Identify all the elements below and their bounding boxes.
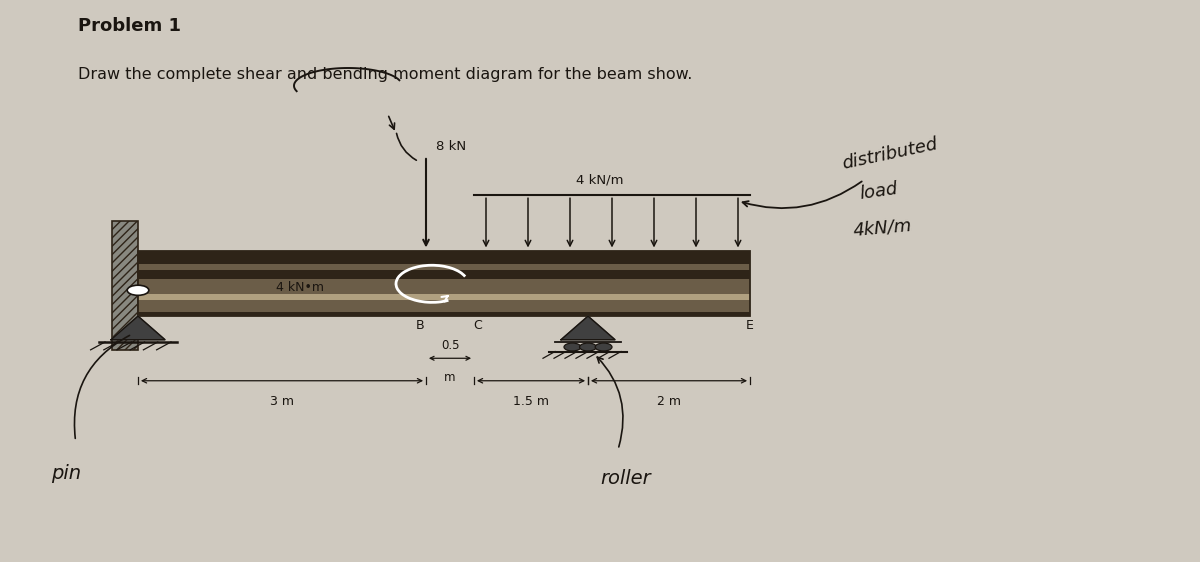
Polygon shape (112, 316, 166, 339)
Bar (138, 293, 750, 300)
Text: distributed: distributed (840, 135, 938, 173)
Bar (138, 252, 750, 264)
Text: pin: pin (50, 464, 82, 483)
Bar (138, 270, 750, 279)
Bar (138, 311, 750, 316)
Circle shape (127, 285, 149, 296)
Text: 8 kN: 8 kN (436, 140, 466, 153)
Text: Problem 1: Problem 1 (78, 17, 181, 35)
Text: m: m (444, 371, 456, 384)
Text: B: B (415, 319, 425, 333)
Text: 1.5 m: 1.5 m (514, 395, 550, 408)
Circle shape (580, 343, 596, 351)
Text: 4kN/m: 4kN/m (852, 216, 912, 239)
Text: Draw the complete shear and bending moment diagram for the beam show.: Draw the complete shear and bending mome… (78, 67, 692, 83)
Bar (138, 252, 750, 316)
Text: 2 m: 2 m (658, 395, 682, 408)
Text: 3 m: 3 m (270, 395, 294, 408)
Text: D: D (586, 319, 595, 333)
Text: load: load (858, 180, 899, 203)
Circle shape (564, 343, 581, 351)
Polygon shape (562, 316, 616, 339)
Circle shape (595, 343, 612, 351)
Bar (138, 252, 750, 316)
Text: C: C (473, 319, 482, 333)
Text: roller: roller (600, 469, 650, 488)
Bar (112, 220, 138, 350)
Text: 4 kN•m: 4 kN•m (276, 280, 324, 293)
Text: 4 kN/m: 4 kN/m (576, 174, 624, 187)
Text: E: E (746, 319, 754, 333)
Text: 0.5: 0.5 (440, 338, 460, 352)
